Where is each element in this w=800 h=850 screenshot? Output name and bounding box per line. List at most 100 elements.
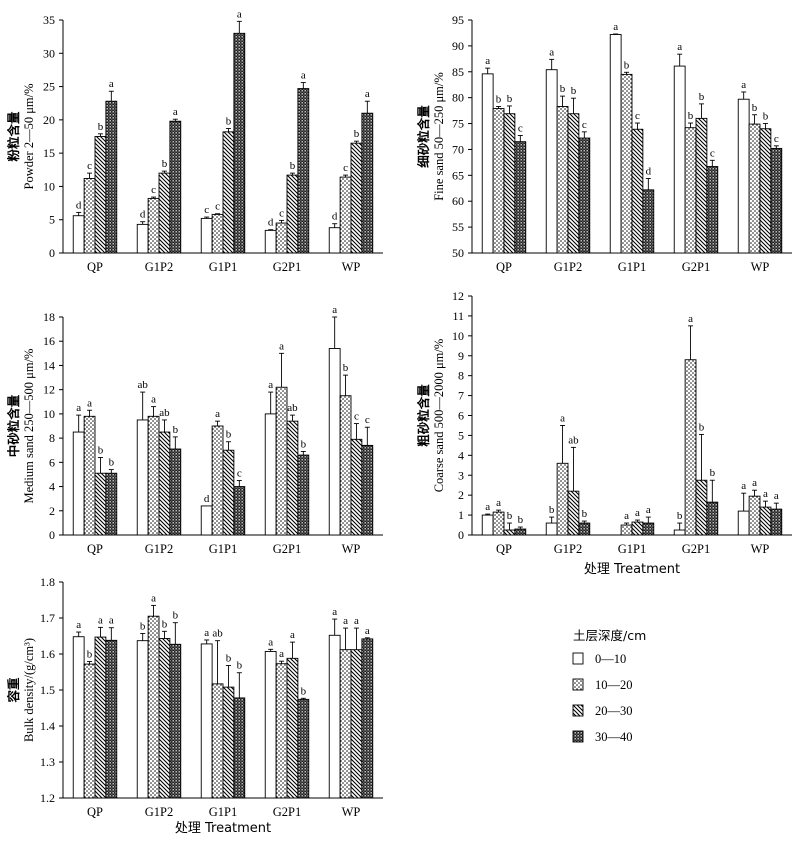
bar [556, 106, 569, 254]
bar [94, 636, 107, 799]
significance-letter: b [763, 111, 769, 123]
significance-letter: a [485, 501, 490, 513]
legend-swatch [572, 652, 584, 665]
significance-letter: b [549, 504, 555, 516]
bar [545, 522, 558, 536]
significance-letter: c [237, 468, 242, 480]
bar [211, 683, 224, 799]
significance-letter: b [162, 158, 168, 170]
y-tick-label: 25 [43, 80, 55, 94]
bar [169, 448, 182, 536]
bar [83, 177, 96, 254]
significance-letter: b [710, 467, 716, 479]
bar [222, 449, 235, 536]
bar [350, 438, 363, 536]
bar [361, 444, 374, 536]
y-tick-label: 16 [43, 334, 55, 348]
bar [673, 529, 686, 536]
significance-letter: c [204, 204, 209, 216]
significance-letter: b [699, 421, 705, 433]
x-tick-label: G1P2 [554, 542, 582, 556]
y-axis-label: 粗砂粒含量Coarse sand 500—2000 μm/% [416, 339, 446, 493]
bar [105, 472, 118, 536]
y-axis-label-en: Medium sand 250—500 μm/% [22, 349, 36, 504]
bar [286, 420, 299, 536]
significance-letter: d [332, 211, 338, 223]
bar [222, 686, 235, 799]
y-tick-label: 5 [49, 213, 55, 227]
significance-letter: b [624, 59, 630, 71]
x-tick-label: G2P1 [273, 260, 301, 274]
bar [136, 223, 149, 254]
bar [514, 141, 527, 254]
bar [275, 663, 288, 799]
y-tick-label: 1.4 [40, 719, 55, 733]
bar [275, 386, 288, 536]
bar [642, 189, 655, 254]
bar [631, 128, 644, 254]
bar [350, 142, 363, 254]
significance-letter: b [98, 444, 104, 456]
bar [481, 73, 494, 254]
significance-letter: a [677, 41, 682, 53]
y-tick-label: 75 [452, 117, 464, 131]
bar [158, 638, 171, 799]
x-tick-label: QP [496, 260, 512, 274]
bar [83, 415, 96, 536]
y-tick-label: 1.6 [40, 647, 55, 661]
bar [361, 112, 374, 254]
y-axis-label-en: Bulk density/(g/cm³) [22, 638, 36, 742]
y-tick-label: 1.3 [40, 755, 55, 769]
bar [492, 108, 505, 254]
bar [147, 197, 160, 254]
bar [264, 229, 277, 254]
significance-letter: a [752, 477, 757, 489]
x-tick-label: QP [87, 542, 103, 556]
x-tick-label: G2P1 [273, 542, 301, 556]
bar [297, 88, 310, 254]
x-tick-label: WP [751, 542, 770, 556]
bar [222, 131, 235, 254]
significance-letter: b [290, 160, 296, 172]
chart-panel-bulk_density: 1.2 1.3 1.4 1.5 1.6 1.7 1.8 容重Bulk density/(g/c… [6, 575, 383, 836]
bar [361, 638, 374, 799]
significance-letter: b [109, 457, 115, 469]
bar [328, 348, 341, 536]
significance-letter: a [279, 340, 284, 352]
significance-letter: c [774, 133, 779, 145]
bar [147, 615, 160, 799]
legend-title: 土层深度/cm [573, 628, 646, 643]
significance-letter: ab [212, 628, 223, 640]
y-axis-label: 容重Bulk density/(g/cm³) [6, 638, 36, 742]
y-tick-label: 65 [452, 168, 464, 182]
bar [695, 479, 708, 536]
bar [578, 137, 591, 254]
y-tick-label: 55 [452, 220, 464, 234]
bar [328, 227, 341, 254]
significance-letter: a [496, 497, 501, 509]
bar [492, 511, 505, 536]
bar [105, 639, 118, 799]
y-tick-label: 85 [452, 65, 464, 79]
significance-letter: b [582, 508, 588, 520]
significance-letter: a [237, 8, 242, 20]
bar [737, 98, 750, 254]
y-axis-label: 细砂粒含量Fine sand 50—250 μm/% [416, 72, 446, 201]
significance-letter: a [268, 636, 273, 648]
significance-letter: a [332, 304, 337, 316]
y-tick-label: 9 [458, 349, 464, 363]
y-tick-label: 10 [43, 179, 55, 193]
y-tick-label: 60 [452, 194, 464, 208]
significance-letter: c [87, 160, 92, 172]
bar [545, 69, 558, 254]
bar [286, 174, 299, 254]
y-tick-label: 90 [452, 39, 464, 53]
bar [514, 528, 527, 536]
significance-letter: b [354, 128, 360, 140]
bar [200, 505, 213, 536]
significance-letter: c [710, 147, 715, 159]
bar [233, 697, 246, 799]
significance-letter: b [518, 514, 524, 526]
x-tick-label: G2P1 [682, 542, 710, 556]
